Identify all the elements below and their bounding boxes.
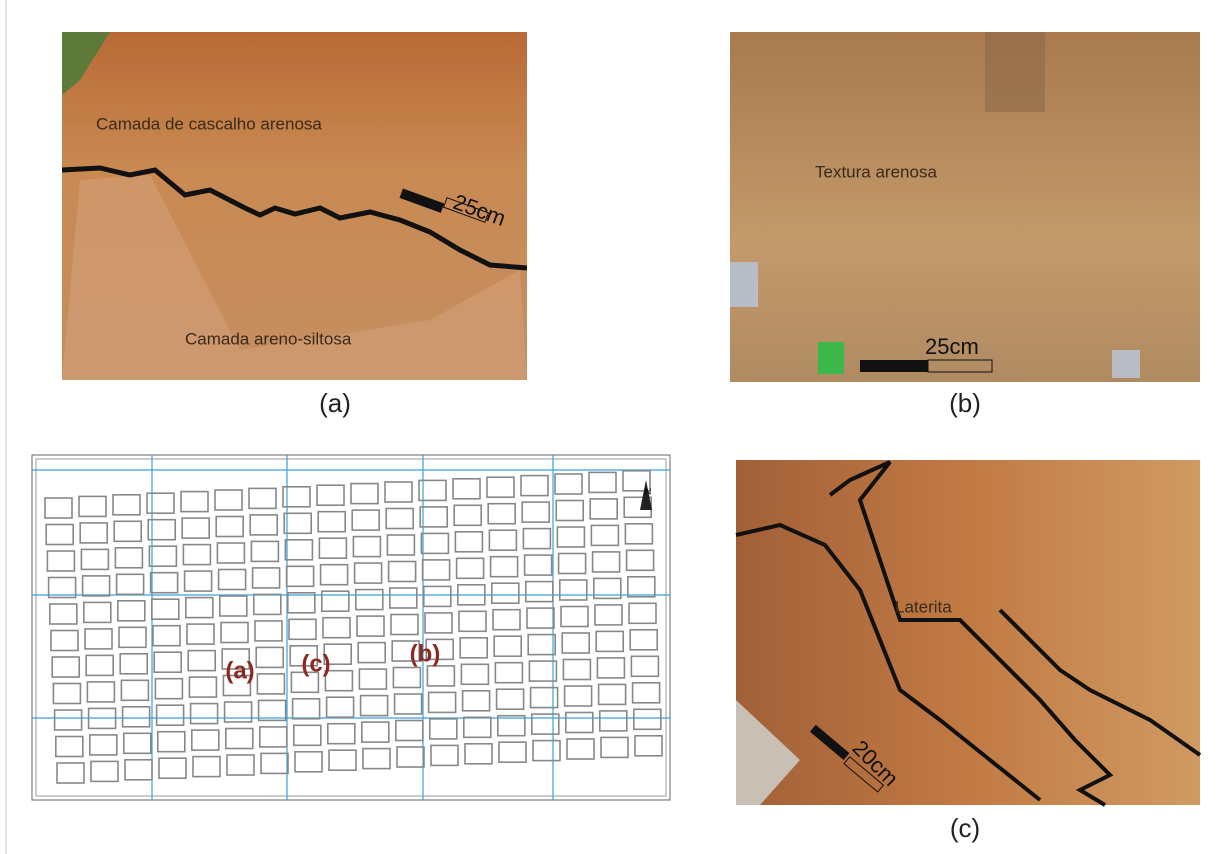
caption: (b) — [949, 388, 981, 418]
marker: (c) — [301, 650, 330, 677]
marker: (b) — [410, 640, 441, 667]
label: Camada areno-siltosa — [185, 329, 352, 348]
label: Laterita — [895, 597, 952, 616]
roots — [985, 32, 1045, 112]
label: Camada de cascalho arenosa — [96, 114, 322, 133]
north-label: N — [645, 486, 652, 496]
figure: Camada de cascalho arenosa Camada areno-… — [0, 0, 1231, 854]
object — [818, 342, 844, 374]
scale-bar — [860, 360, 928, 372]
photo-c: Laterita 20cm (c) — [736, 460, 1200, 843]
map: N (a) (c) (b) — [32, 455, 670, 800]
photo-b: Textura arenosa 25cm (b) — [730, 32, 1200, 418]
photo-a: Camada de cascalho arenosa Camada areno-… — [62, 32, 527, 418]
rock — [730, 262, 758, 307]
scale-label: 25cm — [925, 334, 979, 359]
photo — [730, 32, 1200, 382]
photo — [736, 460, 1200, 805]
rock — [1112, 350, 1140, 378]
marker: (a) — [225, 657, 254, 684]
caption: (a) — [319, 388, 351, 418]
label: Textura arenosa — [815, 162, 937, 181]
caption: (c) — [950, 813, 980, 843]
